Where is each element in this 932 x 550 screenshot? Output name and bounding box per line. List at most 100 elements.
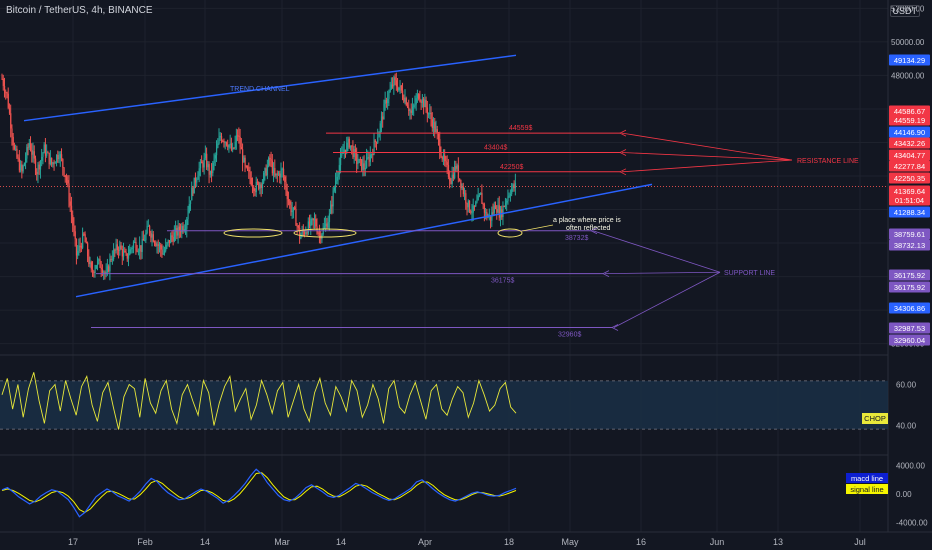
candle-body (129, 249, 131, 255)
candle-body (380, 116, 383, 124)
time-tick-label: 14 (336, 537, 346, 547)
candle-body (234, 141, 236, 149)
candle-body (41, 156, 43, 161)
candle-body (77, 251, 79, 256)
candle-body (413, 105, 415, 107)
candle-body (114, 249, 116, 251)
candle-body (140, 245, 142, 252)
candle-body (382, 116, 384, 120)
candle-body (333, 187, 336, 191)
price-badge-label: 43404.77 (894, 151, 925, 160)
candle-body (354, 149, 357, 154)
candle-body (204, 153, 207, 159)
candle-body (428, 113, 430, 115)
candle-body (306, 232, 308, 234)
candle-body (233, 147, 235, 149)
candle-body (166, 242, 168, 245)
candle-body (492, 212, 494, 214)
candle-body (180, 230, 182, 233)
candle-body (328, 213, 331, 222)
candle-body (165, 244, 167, 251)
candle-body (54, 162, 57, 164)
resistance-arrow-head (619, 129, 627, 137)
support-arrow-head (611, 324, 619, 331)
candle-body (426, 107, 429, 114)
candle-body (89, 262, 91, 265)
candle-body (58, 158, 60, 160)
candle-body (193, 177, 195, 194)
candle-body (151, 234, 153, 238)
price-badge-label: 34306.86 (894, 304, 925, 313)
candle-body (387, 98, 389, 104)
candle-body (126, 253, 128, 259)
candle-body (137, 251, 140, 253)
candle-body (201, 161, 203, 164)
candle-body (245, 165, 247, 167)
candle-body (430, 112, 432, 120)
macd-tick-label: -4000.00 (896, 518, 928, 527)
candle-body (478, 194, 481, 196)
candle-body (232, 147, 234, 151)
candle-body (32, 151, 34, 155)
candle-body (2, 78, 4, 86)
candle-body (446, 162, 448, 166)
candle-body (331, 204, 333, 207)
support-callout-line (604, 271, 721, 275)
candle-body (149, 225, 151, 234)
candle-body (359, 159, 362, 161)
candle-body (161, 249, 163, 255)
time-scale[interactable]: 17 Feb 14 Mar 14 Apr 18 May 16 Jun 13 Jul (68, 537, 866, 547)
candle-body (48, 152, 50, 165)
candle-body (12, 136, 14, 146)
trend-channel-upper-line (23, 54, 517, 122)
time-tick-label: 17 (68, 537, 78, 547)
candle-body (271, 160, 274, 174)
candle-body (11, 128, 13, 137)
price-tick-label: 52000.00 (891, 4, 925, 13)
candle-body (481, 192, 483, 204)
candle-body (460, 179, 462, 189)
candle-body (237, 135, 239, 137)
candle-body (264, 168, 266, 174)
candle-body (389, 88, 391, 92)
candle-body (131, 247, 133, 249)
candle-body (189, 200, 192, 205)
candle-body (250, 178, 252, 185)
candle-body (408, 107, 410, 111)
candle-body (374, 140, 376, 143)
trend-channel-lower-line (75, 183, 653, 298)
candle-body (74, 231, 76, 239)
candle-body (80, 246, 83, 248)
price-badge (889, 334, 930, 346)
candle-body (447, 165, 450, 177)
candle-body (419, 98, 421, 102)
candle-body (209, 170, 212, 175)
candle-body (18, 158, 21, 171)
candle-body (130, 248, 132, 250)
macd-tick-label: 0.00 (896, 490, 912, 499)
candle-body (398, 87, 400, 91)
candle-body (67, 180, 69, 184)
candle-body (53, 162, 55, 164)
candle-body (467, 200, 469, 208)
chop-legend-label: CHOP (864, 414, 886, 423)
currency-label[interactable]: USDT (889, 5, 920, 17)
candle-body (462, 186, 464, 195)
macd-line (1, 468, 517, 518)
price-badge-label: 44146.90 (894, 128, 925, 137)
candle-body (47, 152, 49, 154)
candle-body (390, 84, 393, 89)
candle-body (185, 228, 187, 230)
candle-body (476, 200, 478, 203)
price-badge (889, 269, 930, 281)
candle-body (268, 157, 270, 166)
candle-body (461, 186, 463, 189)
candle-body (163, 250, 166, 254)
candle-body (127, 254, 130, 259)
candle-body (251, 184, 254, 188)
candle-body (285, 181, 287, 192)
candle-body (286, 191, 288, 200)
support-callout-line (592, 230, 721, 273)
resistance-line-label: RESISTANCE LINE (797, 158, 859, 165)
